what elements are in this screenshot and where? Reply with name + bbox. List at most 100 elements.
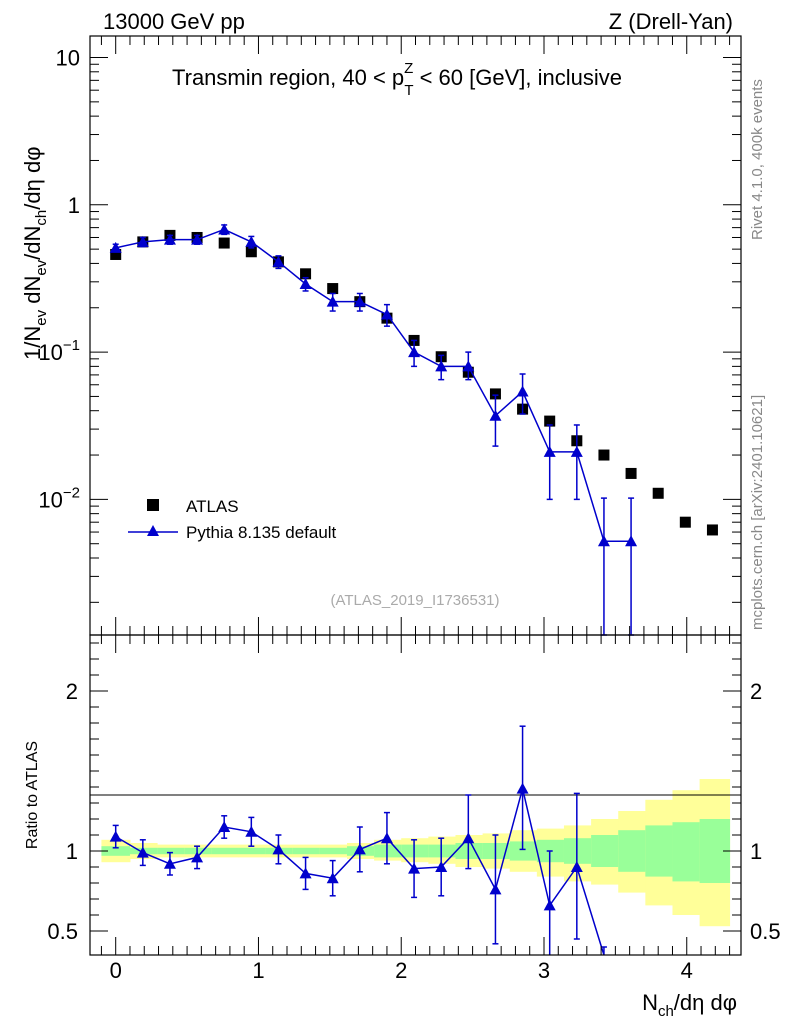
legend-pythia-marker [147, 525, 159, 536]
ratio-panel: 2 2 1 1 0.5 0.5 0 1 2 3 4 Ratio to ATLAS Nch/dη d… [24, 634, 781, 1020]
ratio-green-band [672, 822, 701, 882]
ratio-point [380, 832, 393, 844]
header-right: Z (Drell-Yan) [609, 9, 733, 34]
pythia-point [516, 385, 529, 397]
pythia-point [353, 295, 366, 307]
atlas-series [110, 229, 718, 536]
header-left: 13000 GeV pp [103, 9, 245, 34]
ratio-point [435, 861, 448, 872]
ratio-green-band [563, 838, 592, 864]
ratio-green-band [401, 844, 429, 858]
rivet-label: Rivet 4.1.0, 400k events [749, 79, 766, 240]
pythia-point [435, 360, 448, 372]
ratio-point [272, 843, 285, 855]
main-title: Transmin region, 40 < pZ T < 60 [GeV], in… [172, 60, 622, 99]
ratio-green-band [509, 841, 538, 861]
pythia-point [109, 241, 122, 253]
pythia-point [380, 308, 393, 320]
ratio-green-band [428, 844, 456, 858]
ratio-y-label: Ratio to ATLAS [24, 741, 41, 849]
pythia-point [570, 445, 583, 457]
ratio-point [326, 872, 339, 884]
main-panel: 10 1 10−1 10−2 Transmin region, 40 < pZ T < … [20, 35, 742, 636]
y-tick-label: 10 [56, 46, 80, 71]
ratio-y-tick-label: 2 [66, 679, 78, 704]
ratio-green-band [238, 847, 267, 855]
ratio-y-tick-label: 1 [66, 839, 78, 864]
atlas-point [625, 467, 637, 479]
pythia-point [272, 255, 285, 267]
ratio-point [218, 821, 231, 832]
ratio-point [408, 862, 421, 874]
ratio-point [299, 867, 312, 879]
pythia-point [245, 235, 258, 247]
ratio-bands [101, 779, 731, 927]
atlas-point [679, 516, 691, 528]
ratio-green-band [645, 825, 673, 877]
ratio-green-band [319, 847, 348, 855]
pythia-point [408, 346, 421, 358]
ratio-y-tick-label-right: 0.5 [750, 919, 781, 944]
ratio-green-band [211, 847, 239, 855]
ratio-green-band [455, 843, 484, 859]
pythia-point [543, 445, 556, 457]
pythia-point [625, 535, 638, 547]
pythia-point [489, 409, 502, 421]
ratio-ticks [90, 635, 741, 955]
analysis-watermark: (ATLAS_2019_I1736531) [330, 592, 499, 609]
ratio-y-tick-labels: 2 2 1 1 0.5 0.5 [47, 679, 780, 944]
legend-pythia-label: Pythia 8.135 default [186, 523, 337, 542]
mcplots-label: mcplots.cern.ch [arXiv:2401.10621] [749, 395, 766, 630]
pythia-point [136, 235, 149, 247]
pythia-point [299, 277, 312, 289]
atlas-point [489, 388, 501, 400]
atlas-point [327, 283, 339, 295]
atlas-point [245, 246, 257, 258]
ratio-green-band [482, 843, 511, 859]
ratio-point [489, 883, 502, 895]
ratio-point [163, 857, 176, 869]
ratio-pythia-series [109, 725, 607, 956]
ratio-y-tick-label-right: 1 [750, 839, 762, 864]
x-axis-label: Nch/dη dφ [642, 990, 737, 1020]
x-tick-label: 2 [395, 958, 407, 983]
pythia-point [163, 233, 176, 245]
y-tick-label: 1 [68, 193, 80, 218]
ratio-point [136, 846, 149, 858]
ratio-green-band [618, 830, 646, 872]
atlas-point [652, 487, 664, 499]
ratio-point [516, 782, 529, 794]
legend-atlas-marker [147, 499, 159, 511]
ratio-green-band [184, 847, 212, 855]
pythia-point [191, 233, 204, 245]
pythia-point [597, 535, 610, 547]
pythia-point [462, 360, 475, 372]
y-tick-label: 10−2 [38, 484, 80, 512]
ratio-point [462, 832, 475, 844]
legend: ATLAS Pythia 8.135 default [128, 497, 337, 542]
x-tick-label: 3 [538, 958, 550, 983]
atlas-point [300, 268, 312, 280]
pythia-line [115, 228, 632, 542]
legend-atlas-label: ATLAS [186, 497, 239, 516]
pythia-point [326, 295, 339, 307]
ratio-green-band [591, 835, 619, 867]
main-ticks [90, 36, 741, 635]
ratio-point [245, 825, 258, 837]
ratio-green-band [101, 846, 131, 856]
x-tick-label: 1 [252, 958, 264, 983]
pythia-point [218, 223, 231, 235]
atlas-point [544, 415, 556, 427]
ratio-y-tick-label: 0.5 [47, 919, 78, 944]
ratio-point [353, 843, 366, 855]
y-tick-label: 10−1 [38, 337, 80, 365]
ratio-point [191, 851, 204, 863]
x-tick-label: 0 [110, 958, 122, 983]
atlas-point [706, 524, 718, 536]
atlas-point [110, 248, 122, 260]
main-y-label: 1/Nev dNev/dNch/dη dφ [20, 147, 50, 360]
ratio-point [109, 830, 122, 842]
atlas-point [598, 449, 610, 461]
main-y-tick-labels: 10 1 10−1 10−2 [38, 46, 80, 513]
